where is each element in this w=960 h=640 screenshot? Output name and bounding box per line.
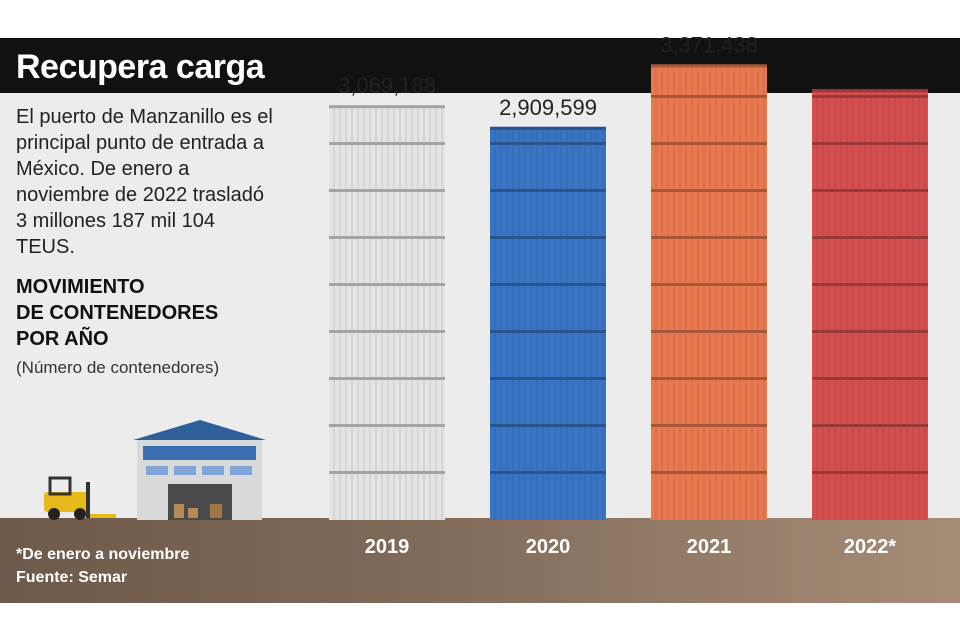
intro-text: El puerto de Manzanillo es el principal … xyxy=(16,106,273,258)
chart-heading-line-3: POR AÑO xyxy=(16,328,109,350)
source-note: Fuente: Semar xyxy=(16,569,128,586)
bar-2022 xyxy=(812,89,928,520)
bar-2019 xyxy=(329,105,445,520)
value-label-2019: 3,069,188 xyxy=(338,73,436,98)
footnote: *De enero a noviembre xyxy=(16,546,190,563)
x-label-2022: 2022* xyxy=(844,536,896,558)
bar-2020 xyxy=(490,126,606,520)
x-axis-labels: 2019 2020 2021 2022* xyxy=(365,536,897,558)
ground-strip xyxy=(0,518,960,603)
value-label-2022: 3,187,104 xyxy=(799,46,942,82)
chart-heading: MOVIMIENTO DE CONTENEDORES POR AÑO xyxy=(16,274,276,352)
title-bar xyxy=(0,38,960,93)
value-label-2021: 3,371,438 xyxy=(660,32,758,57)
warehouse-icon xyxy=(133,420,266,520)
bars xyxy=(329,64,928,520)
chart-heading-line-1: MOVIMIENTO xyxy=(16,276,145,298)
value-label-2020: 2,909,599 xyxy=(499,95,597,120)
page-title: Recupera carga xyxy=(16,48,265,86)
forklift-icon xyxy=(44,476,116,520)
value-labels: 3,069,188 2,909,599 3,371,438 3,187,104 xyxy=(338,32,941,119)
x-label-2021: 2021 xyxy=(687,536,732,558)
chart-units: (Número de contenedores) xyxy=(16,358,220,377)
x-label-2019: 2019 xyxy=(365,536,410,558)
bar-2021 xyxy=(651,64,767,520)
chart-heading-line-2: DE CONTENEDORES xyxy=(16,302,219,324)
x-label-2020: 2020 xyxy=(526,536,571,558)
